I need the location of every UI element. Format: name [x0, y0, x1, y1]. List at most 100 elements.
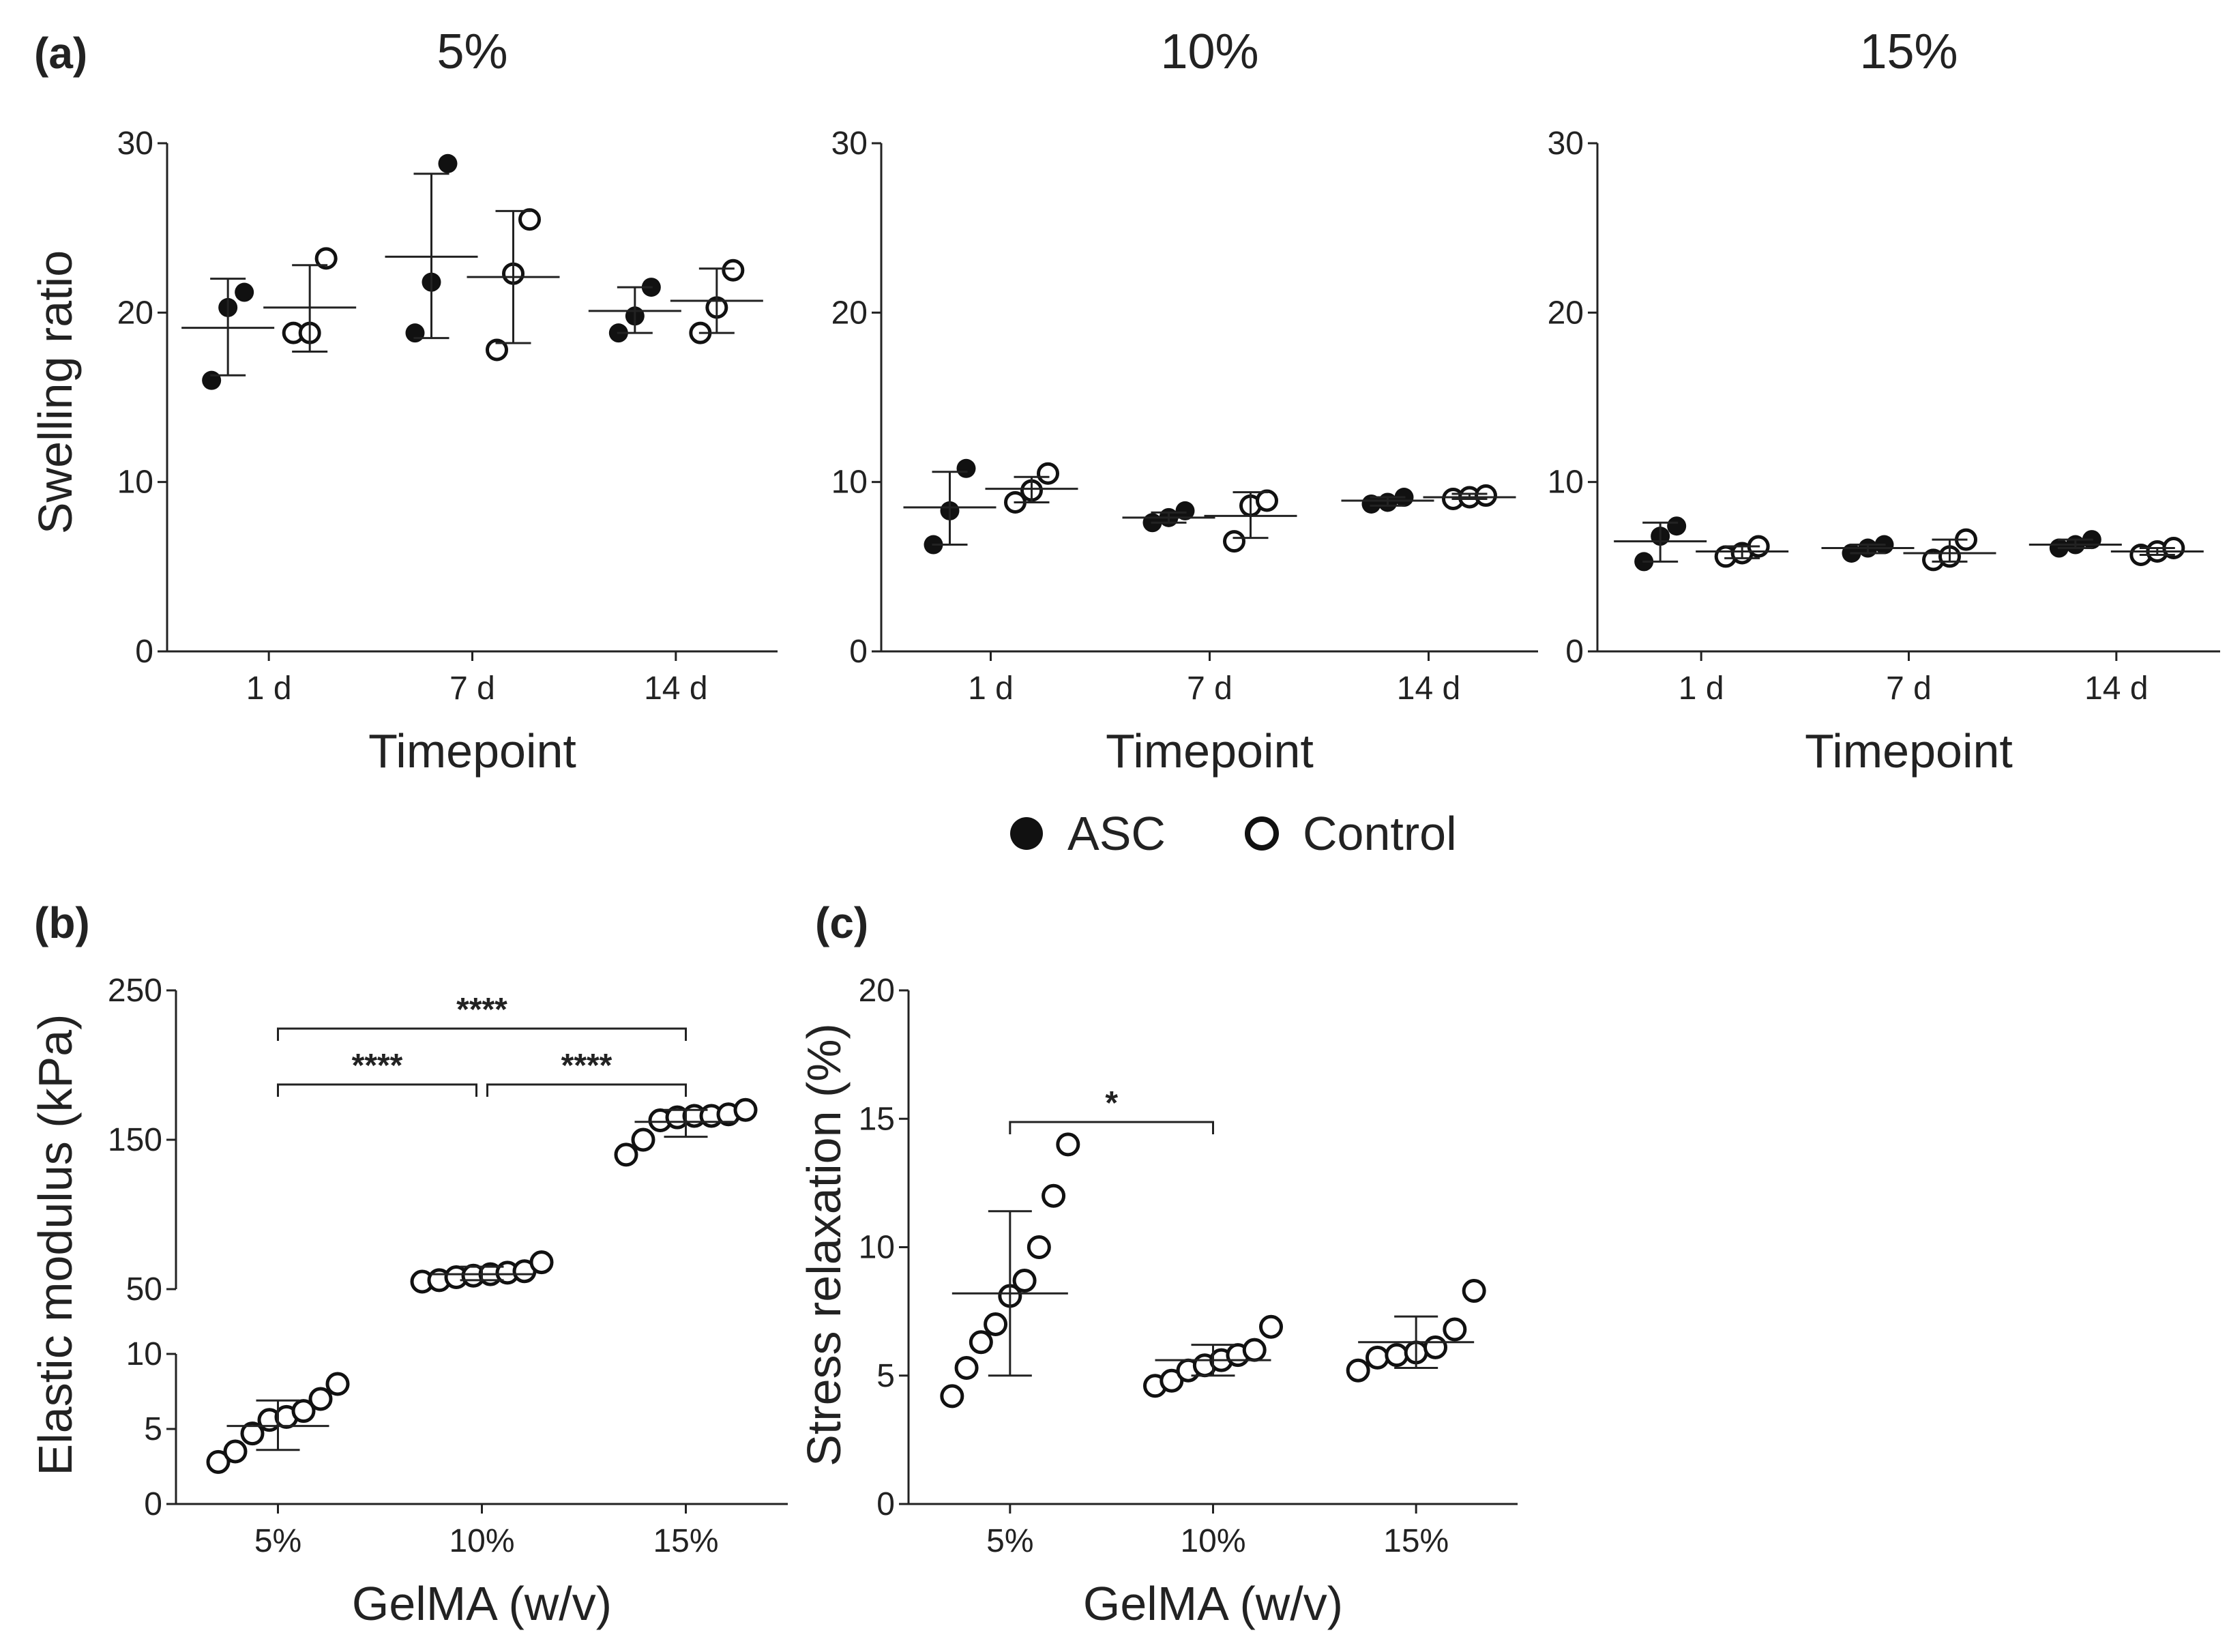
x-axis-title: Timepoint: [1106, 724, 1314, 778]
x-tick-label: 7 d: [449, 670, 495, 707]
significance-bracket: [486, 1083, 687, 1097]
x-tick-label: 7 d: [1886, 670, 1932, 707]
data-point-control: [1462, 1279, 1486, 1303]
data-point-asc: [1361, 494, 1381, 514]
x-tick-label: 10%: [1180, 1523, 1245, 1559]
data-point-control: [1346, 1358, 1370, 1383]
legend-control-marker: [1245, 816, 1279, 851]
y-tick-label: 30: [117, 126, 153, 162]
data-point-control: [940, 1384, 964, 1408]
chart-title: 10%: [1160, 25, 1258, 79]
chart-elastic-modulus: 50 150 250 0 5 10 5% 10% 15% GelMA (w/v) Elastic m…: [29, 973, 788, 1630]
data-point-control: [1027, 1235, 1051, 1259]
data-point-control: [1423, 1335, 1447, 1359]
x-tick-label: 1 d: [968, 670, 1014, 707]
x-axis-title: Timepoint: [368, 724, 576, 778]
data-point-control: [206, 1449, 231, 1474]
legend: ASC Control: [1010, 807, 1457, 860]
y-tick-label: 30: [831, 126, 868, 162]
x-axis-title: GelMA (w/v): [352, 1577, 612, 1630]
y-tick-label: 20: [1548, 295, 1584, 331]
x-tick-label: 15%: [653, 1523, 718, 1559]
chart-title: 5%: [437, 25, 507, 79]
data-point-control: [722, 259, 745, 282]
data-point-asc: [1667, 516, 1687, 536]
data-point-control: [529, 1250, 554, 1275]
data-point-control: [1259, 1314, 1283, 1339]
data-point-control: [314, 247, 338, 270]
data-point-control: [325, 1372, 350, 1396]
y-tick-label: 5: [876, 1358, 895, 1394]
data-point-control: [1223, 530, 1245, 553]
panel-label-b: (b): [34, 898, 90, 947]
data-point-control: [223, 1439, 248, 1464]
data-point-control: [614, 1142, 638, 1167]
data-point-asc: [405, 323, 425, 343]
y-tick-label: 5: [144, 1411, 162, 1447]
data-point-control: [1037, 462, 1059, 485]
y-tick-label: 10: [859, 1230, 895, 1266]
data-point-control: [240, 1421, 265, 1446]
y-tick-label: 0: [1565, 634, 1584, 670]
data-point-control: [1443, 1317, 1467, 1342]
x-tick-label: 15%: [1383, 1523, 1449, 1559]
data-point-control: [308, 1387, 333, 1411]
data-point-control: [1012, 1268, 1037, 1293]
data-point-asc: [202, 370, 222, 390]
chart-stress-relaxation: 0 5 10 15 20 5% 10% 15% GelMA (w/v) Stress relaxa…: [797, 973, 1518, 1630]
x-tick-label: 14 d: [2084, 670, 2148, 707]
x-tick-label: 5%: [986, 1523, 1033, 1559]
y-tick-label: 10: [117, 464, 153, 501]
y-axis-title: Stress relaxation (%): [797, 1023, 851, 1466]
data-point-control: [1160, 1368, 1184, 1393]
chart-title: 15%: [1859, 25, 1958, 79]
y-tick-label: 20: [859, 973, 895, 1009]
significance-label: ****: [352, 1048, 403, 1084]
x-tick-label: 7 d: [1187, 670, 1232, 707]
chart-swelling-5: 0 10 20 30 1 d 7 d 14 d Timepoint 5% Swelling rat…: [29, 25, 778, 778]
x-tick-label: 1 d: [246, 670, 292, 707]
y-axis-title: Swelling ratio: [29, 250, 82, 534]
y-tick-label: 0: [849, 634, 868, 670]
significance-label: ****: [456, 992, 507, 1028]
data-point-asc: [438, 153, 458, 173]
chart-swelling-10: 0 10 20 30 1 d 7 d 14 d Timepoint 10%: [831, 25, 1538, 778]
y-tick-label: 250: [108, 973, 162, 1009]
panel-label-c: (c): [815, 898, 868, 947]
significance-bracket: [277, 1083, 477, 1097]
y-tick-label: 50: [126, 1271, 162, 1308]
x-axis-title: Timepoint: [1805, 724, 2013, 778]
y-tick-label: 0: [876, 1486, 895, 1522]
y-tick-label: 20: [117, 295, 153, 331]
y-tick-label: 0: [135, 634, 153, 670]
x-tick-label: 10%: [449, 1523, 514, 1559]
panel-label-a: (a): [34, 29, 87, 78]
chart-swelling-15: 0 10 20 30 1 d 7 d 14 d Timepoint 15%: [1548, 25, 2220, 778]
y-tick-label: 0: [144, 1486, 162, 1522]
y-axis-title: Elastic modulus (kPa): [29, 1014, 82, 1476]
legend-asc-label: ASC: [1067, 807, 1166, 860]
data-point-control: [1242, 1338, 1267, 1362]
y-tick-label: 10: [1548, 464, 1584, 501]
significance-bracket: [1009, 1121, 1214, 1134]
data-point-asc: [235, 282, 254, 302]
significance-label: ****: [561, 1048, 612, 1084]
x-tick-label: 14 d: [644, 670, 707, 707]
y-tick-label: 150: [108, 1122, 162, 1158]
data-point-control: [969, 1330, 993, 1355]
y-tick-label: 15: [859, 1101, 895, 1137]
significance-bracket: [277, 1027, 687, 1041]
y-tick-label: 10: [126, 1336, 162, 1372]
x-tick-label: 5%: [254, 1523, 301, 1559]
legend-control-label: Control: [1303, 807, 1457, 860]
x-tick-label: 14 d: [1397, 670, 1460, 707]
significance-label: *: [1105, 1085, 1118, 1121]
data-point-control: [1256, 489, 1278, 512]
data-point-control: [733, 1097, 758, 1122]
data-point-control: [1042, 1183, 1066, 1208]
data-point-asc: [956, 458, 976, 478]
data-point-control: [1475, 484, 1497, 507]
y-tick-label: 20: [831, 295, 868, 331]
legend-asc-marker: [1010, 817, 1043, 850]
